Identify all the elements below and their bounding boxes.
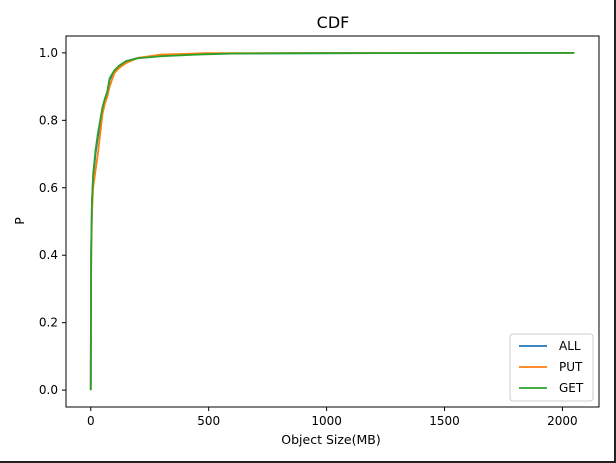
y-tick-label: 0.6 — [39, 181, 58, 195]
x-axis-label: Object Size(MB) — [281, 432, 380, 447]
x-tick-label: 0 — [87, 414, 95, 428]
x-tick-label: 1500 — [429, 414, 460, 428]
x-tick-label: 500 — [197, 414, 220, 428]
legend-box — [509, 333, 594, 402]
plot-area-frame — [65, 35, 600, 408]
y-tick-label: 0.8 — [39, 113, 58, 127]
y-tick-label: 0.2 — [39, 316, 58, 330]
legend-label-get: GET — [559, 381, 584, 395]
x-tick-label: 1000 — [311, 414, 342, 428]
ticks-layer: 0 500 1000 1500 2000 0.0 0.2 0.4 0.6 0.8 1.0 — [39, 46, 578, 428]
legend-label-all: ALL — [559, 339, 581, 353]
y-tick-label: 0.4 — [39, 248, 58, 262]
series-line-get — [89, 51, 575, 391]
series-line-put — [89, 51, 575, 391]
chart-title: CDF — [317, 13, 350, 32]
legend-label-put: PUT — [559, 360, 583, 374]
series-line-all — [89, 51, 575, 391]
series-layer — [89, 51, 575, 391]
y-tick-label: 0.0 — [39, 383, 58, 397]
y-axis-label: P — [12, 217, 27, 225]
y-tick-label: 1.0 — [39, 46, 58, 60]
x-tick-label: 2000 — [547, 414, 578, 428]
legend: ALL PUT GET — [509, 333, 594, 402]
